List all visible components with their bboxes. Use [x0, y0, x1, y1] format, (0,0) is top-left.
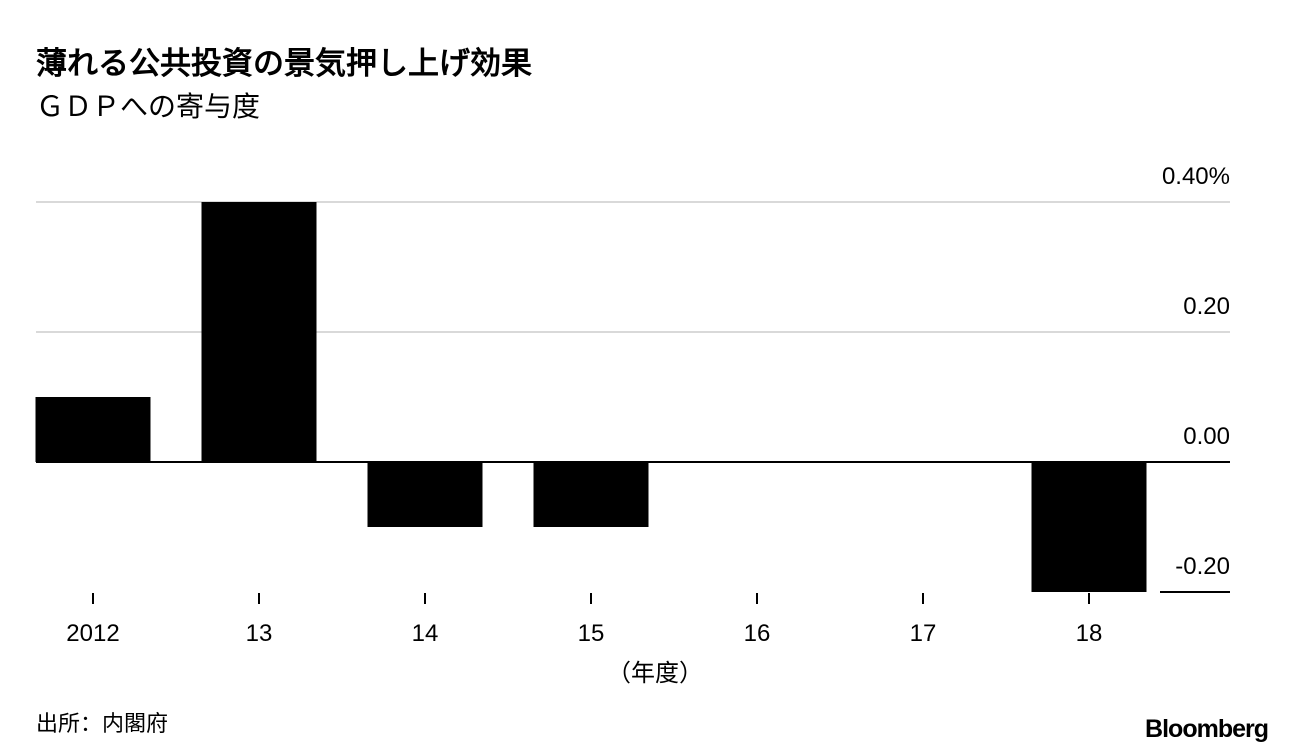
source: 出所：内閣府: [36, 711, 168, 736]
bar: [367, 462, 483, 527]
bar: [201, 202, 317, 462]
y-tick-label: 0.40%: [1162, 163, 1230, 190]
x-tick-label: 15: [578, 620, 605, 647]
x-tick-label: 13: [246, 620, 273, 647]
chart-subtitle: ＧＤＰへの寄与度: [36, 91, 260, 122]
bar: [35, 397, 151, 462]
y-tick-label: -0.20: [1175, 553, 1230, 580]
x-tick-label: 14: [412, 620, 439, 647]
y-tick-label: 0.20: [1183, 293, 1230, 320]
x-tick-label: 18: [1076, 620, 1103, 647]
bar: [1031, 462, 1147, 592]
bar: [533, 462, 649, 527]
x-tick-label: 16: [744, 620, 771, 647]
bar: [699, 462, 815, 463]
logo: Bloomberg: [1145, 715, 1268, 743]
x-tick-label: 2012: [66, 620, 119, 647]
chart-title: 薄れる公共投資の景気押し上げ効果: [36, 46, 532, 81]
x-axis-label: （年度）: [607, 660, 703, 687]
bar: [865, 462, 981, 463]
y-tick-label: 0.00: [1183, 423, 1230, 450]
x-tick-label: 17: [910, 620, 937, 647]
